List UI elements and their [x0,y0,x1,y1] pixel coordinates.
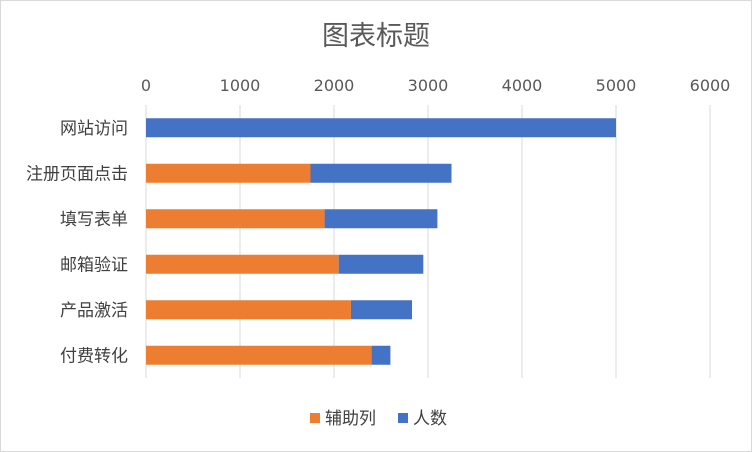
x-tick-label: 0 [141,76,151,95]
bars [146,118,616,365]
bar-count [310,163,452,183]
bar-helper [146,209,325,229]
bar-count [146,118,616,138]
chart-title: 图表标题 [322,21,430,52]
x-tick-label: 2000 [314,76,355,95]
bar-helper [146,345,372,365]
legend: 辅助列 人数 [310,409,447,429]
category-label: 邮箱验证 [60,255,128,275]
legend-swatch [398,413,408,423]
x-tick-label: 1000 [220,76,261,95]
bar-helper [146,163,311,183]
x-tick-label: 5000 [596,76,637,95]
bar-helper [146,254,339,274]
category-label: 产品激活 [60,301,128,321]
category-label: 注册页面点击 [26,164,128,184]
legend-swatch [310,413,320,423]
category-label: 付费转化 [60,346,128,366]
category-label: 网站访问 [60,119,128,139]
legend-label: 人数 [413,409,447,429]
x-tick-label: 6000 [690,76,731,95]
category-label: 填写表单 [60,210,128,230]
x-tick-label: 3000 [408,76,449,95]
gridlines [145,105,711,378]
bar-count [371,345,391,365]
bar-count [338,254,424,274]
legend-label: 辅助列 [325,409,376,429]
x-axis-ticks: 0 1000 2000 3000 4000 5000 6000 [141,76,730,95]
bar-count [350,300,413,320]
bar-count [324,209,438,229]
bar-helper [146,300,351,320]
x-tick-label: 4000 [502,76,543,95]
